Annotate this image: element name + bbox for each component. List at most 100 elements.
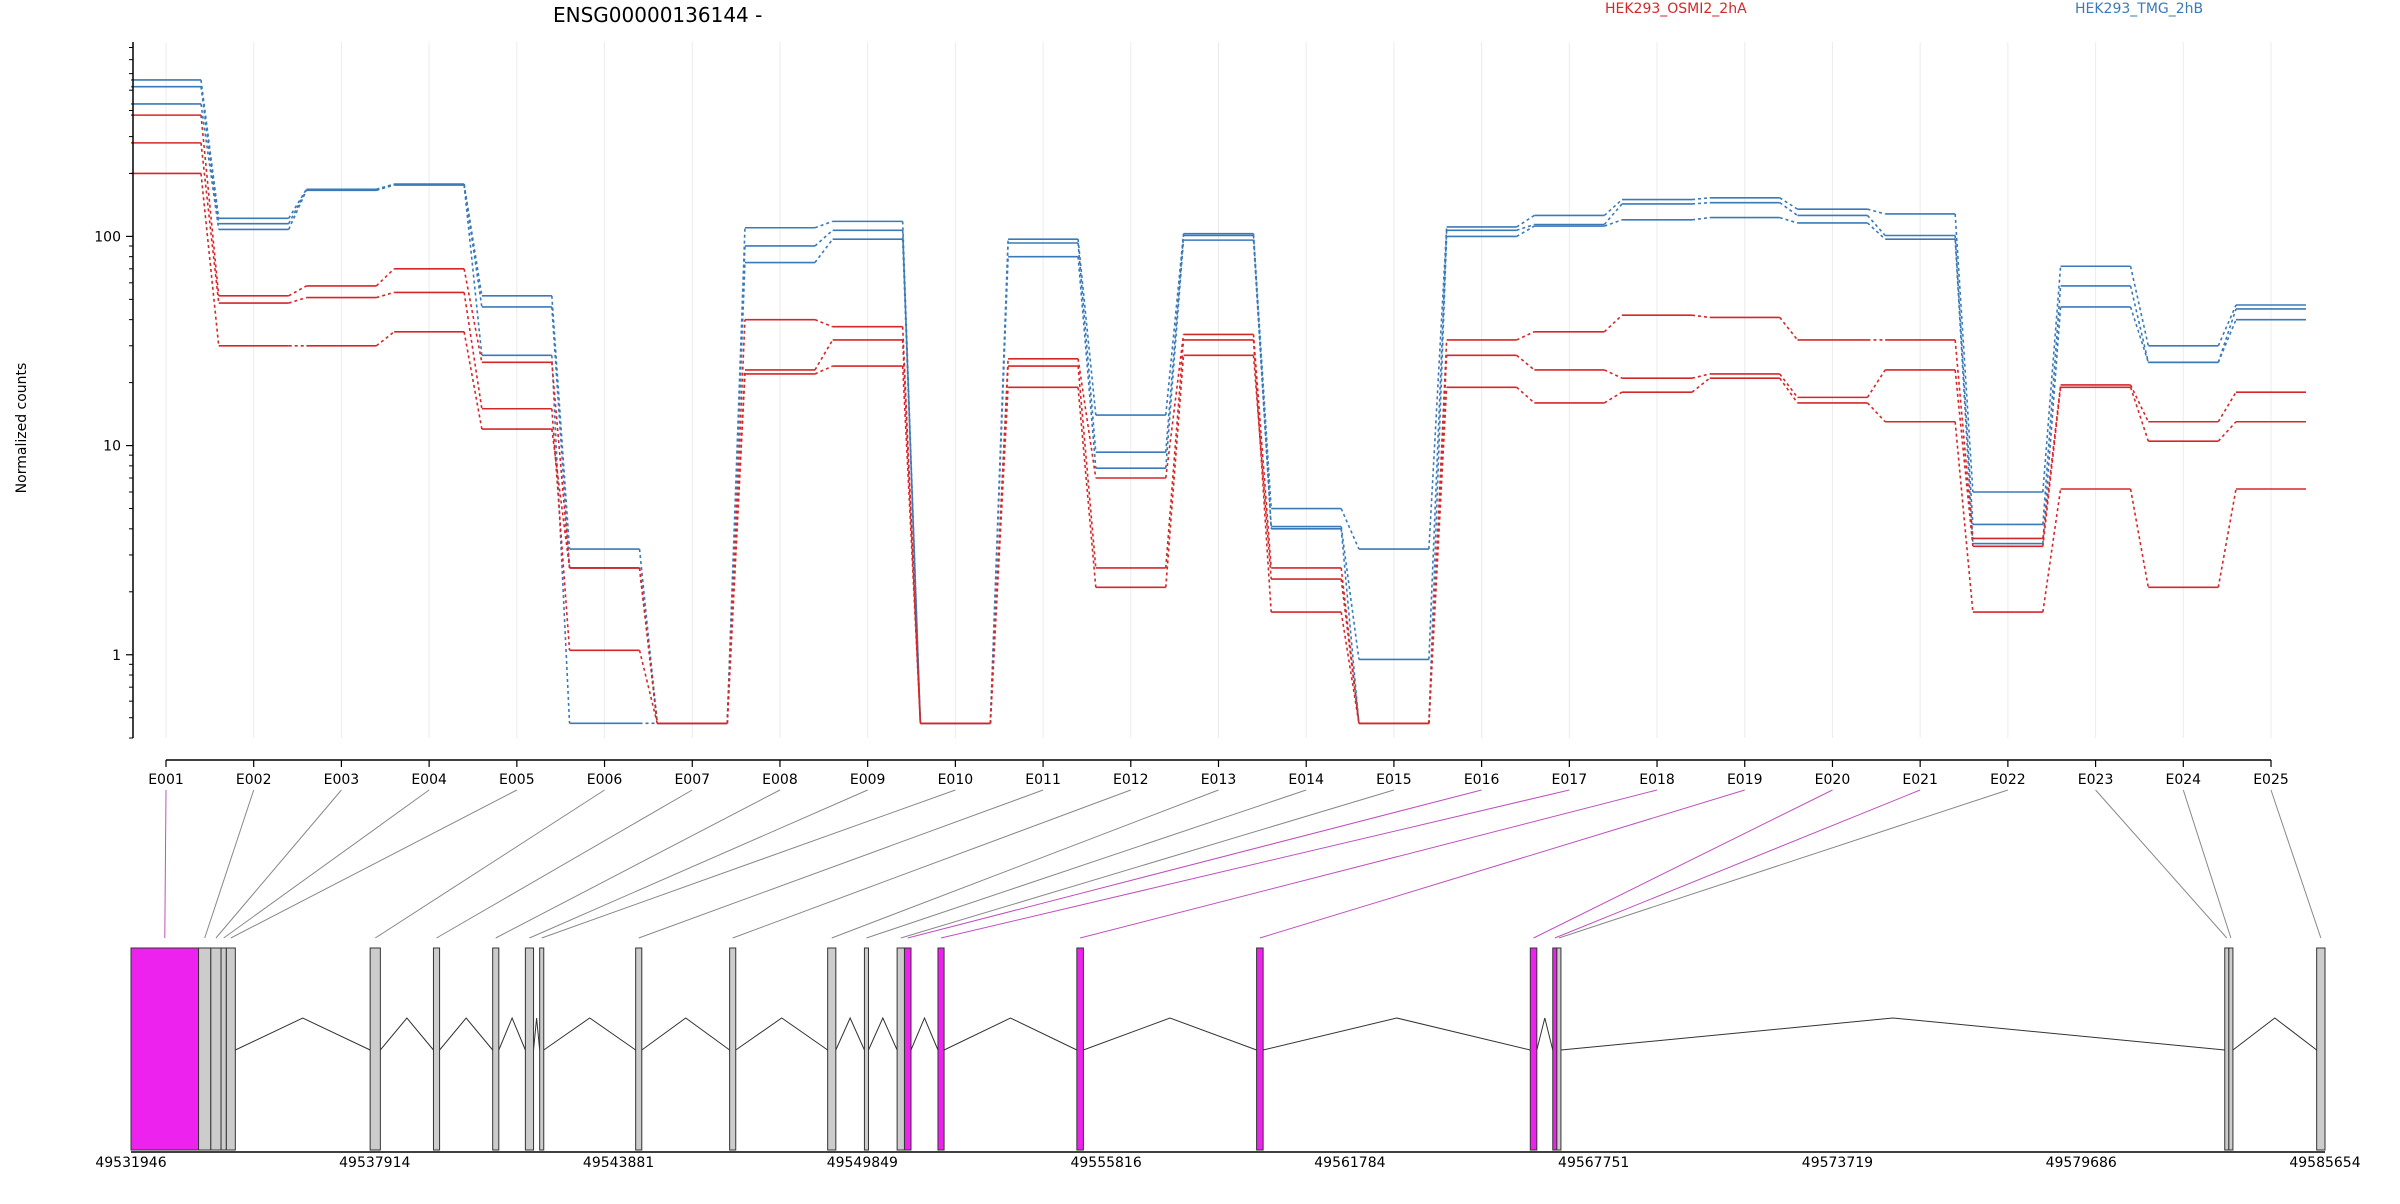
data-connector [2129,266,2150,346]
data-connector [901,326,922,724]
data-connector [1516,223,1535,232]
data-connector [1252,355,1273,580]
exon-block-e019 [1256,947,1264,1151]
exon-block-e015 [896,947,905,1151]
data-connector [1779,316,1799,341]
data-connector [463,183,483,296]
data-connector [1077,239,1097,416]
data-connector [200,103,220,230]
data-connector [375,268,395,287]
data-connector [288,188,308,219]
data-connector [1340,578,1360,724]
intron-line [2232,1017,2317,1051]
coordinate-label: 49555816 [1070,1155,1141,1171]
exon-connector-e013 [831,789,1219,939]
x-tick-label-e003: E003 [324,772,360,788]
intron-line [1536,1017,1554,1051]
data-connector [2042,384,2062,539]
data-connector [1164,355,1185,588]
x-tick-label-e014: E014 [1288,772,1324,788]
y-tick-label: 100 [94,229,121,245]
exon-connector-e024 [2182,789,2232,939]
exon-connector-e014 [866,789,1307,939]
data-connector [1340,526,1360,660]
data-connector [1603,369,1623,379]
data-connector [1603,391,1623,404]
x-tick-label-e010: E010 [938,772,974,788]
intron-line [439,1017,494,1051]
coordinate-label: 49561784 [1314,1155,1385,1171]
data-connector [1164,240,1185,469]
data-connector [1954,213,1974,493]
data-connector [814,318,833,328]
x-tick-label-e017: E017 [1552,772,1588,788]
exon-connector-e002 [204,789,255,939]
data-connector [901,230,922,724]
data-connector [1954,421,1974,613]
data-connector [1867,208,1886,215]
data-connector [551,408,571,651]
x-tick-label-e004: E004 [411,772,447,788]
data-connector [1604,219,1623,227]
intron-line [1560,1017,2225,1051]
coordinate-label: 49585654 [2289,1155,2360,1171]
exon-connector-e001 [164,789,167,939]
data-connector [2129,285,2150,363]
data-connector [1164,339,1185,569]
data-connector [1428,387,1448,724]
coordinate-label: 49549849 [827,1155,898,1171]
coordinate-label: 49573719 [1802,1155,1873,1171]
legend-entry-tmg: HEK293_TMG_2hB [2075,1,2203,17]
exon-connector-e025 [2270,789,2322,939]
exon-block-e022 [1556,947,1562,1151]
intron-line [835,1016,865,1051]
data-connector [1603,203,1623,226]
data-connector [2217,421,2237,442]
data-connector [638,650,659,724]
data-connector [2217,304,2237,347]
data-connector [814,229,834,247]
data-connector [1077,256,1097,469]
plot-area [131,42,2306,738]
data-connector [814,238,834,264]
data-connector [551,428,571,569]
data-connector [200,115,220,296]
data-connector [288,285,307,297]
exon-block-e012 [729,947,737,1151]
chart-title: ENSG00000136144 - [553,3,762,27]
exon-connector-lines [164,789,2322,939]
x-tick-label-e007: E007 [674,772,710,788]
exon-block-e009 [524,947,535,1151]
data-connector [726,245,746,724]
coordinate-label: 49579686 [2046,1155,2117,1171]
data-connector [1779,377,1799,404]
data-connector [1954,239,1974,544]
exon-connector-e003 [215,789,342,939]
data-connector [638,567,659,724]
exon-block-e010 [539,947,545,1151]
data-connector [463,184,483,356]
data-connector [2129,387,2150,442]
data-connector [814,220,833,229]
data-connector [1691,373,1710,379]
data-connector [1691,196,1710,201]
x-tick-label-e008: E008 [762,772,798,788]
x-tick-label-e002: E002 [236,772,272,788]
x-tick-label-e021: E021 [1902,772,1938,788]
data-connector [1164,235,1185,453]
exon-block-e005 [225,947,236,1151]
intron-line [543,1017,636,1051]
data-connector [1340,611,1360,724]
data-connector [1252,233,1273,509]
exon-block-e020 [1529,947,1538,1151]
x-tick-label-e011: E011 [1025,772,1061,788]
exon-connector-e010 [541,789,956,939]
exon-block-e018 [1076,947,1084,1151]
exon-connector-e007 [436,789,693,939]
exon-block-e004 [220,947,227,1151]
intron-line [1083,1017,1257,1051]
exon-block-e025 [2316,947,2326,1151]
y-tick-label: 1 [112,648,121,664]
data-connector [1866,214,1886,237]
data-connector [1691,201,1710,205]
